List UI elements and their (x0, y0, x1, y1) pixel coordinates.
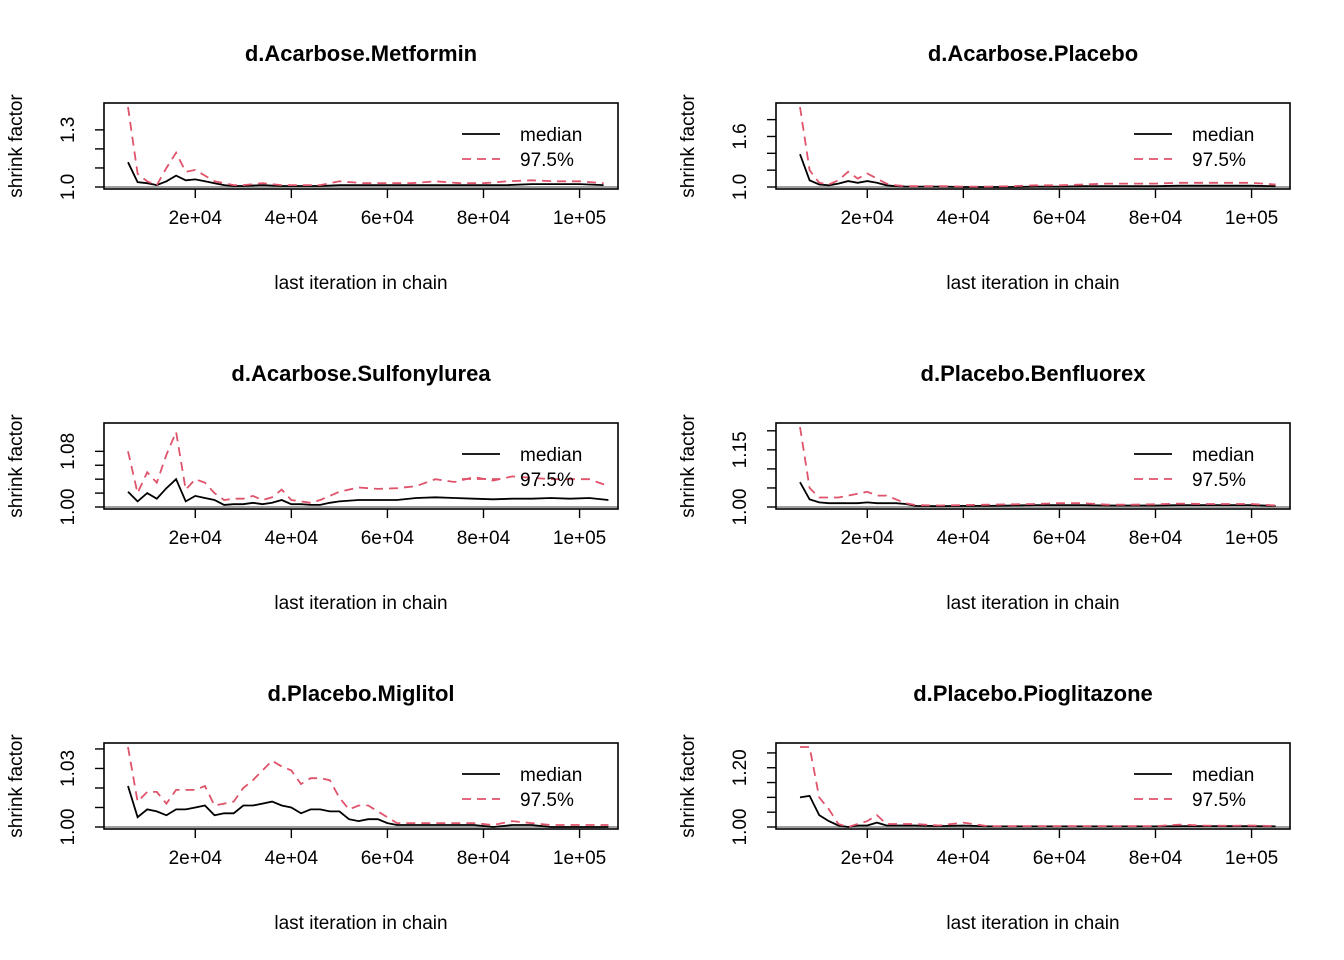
y-axis-label: shrink factor (6, 734, 27, 838)
panel-title: d.Acarbose.Placebo (928, 41, 1138, 66)
x-tick-label: 1e+05 (553, 208, 606, 229)
y-tick-label: 1.20 (730, 749, 751, 786)
x-axis-label: last iteration in chain (274, 913, 447, 934)
q975-line (127, 428, 609, 504)
x-tick-label: 1e+05 (1225, 208, 1278, 229)
x-tick-label: 4e+04 (265, 528, 319, 549)
x-axis-label: last iteration in chain (946, 273, 1119, 294)
y-tick-label: 1.00 (58, 809, 79, 846)
y-tick-label: 1.0 (58, 174, 79, 200)
x-tick-label: 4e+04 (265, 848, 319, 869)
x-tick-label: 6e+04 (361, 848, 415, 869)
panel-6: d.Placebo.Pioglitazone last iteration in … (678, 681, 1291, 934)
y-axis-label: shrink factor (678, 94, 699, 198)
legend-q975-label: 97.5% (1192, 470, 1246, 491)
legend-q975-label: 97.5% (1192, 150, 1246, 171)
legend-q975-label: 97.5% (520, 790, 574, 811)
y-tick-label: 1.6 (730, 123, 751, 149)
q975-line (127, 106, 604, 187)
x-tick-label: 1e+05 (553, 528, 606, 549)
x-tick-label: 6e+04 (1033, 528, 1087, 549)
x-tick-label: 8e+04 (1129, 528, 1183, 549)
x-tick-label: 1e+05 (553, 848, 606, 869)
plot-frame (103, 742, 619, 830)
panel-title: d.Placebo.Benfluorex (921, 361, 1147, 386)
y-axis-label: shrink factor (6, 94, 27, 198)
q975-line (127, 746, 609, 826)
legend-median-label: median (1192, 765, 1254, 786)
x-tick-label: 8e+04 (1129, 208, 1183, 229)
y-tick-label: 1.3 (58, 117, 79, 143)
legend-median-label: median (1192, 445, 1254, 466)
legend-median-label: median (1192, 125, 1254, 146)
x-axis-label: last iteration in chain (274, 593, 447, 614)
legend-median-label: median (520, 125, 582, 146)
x-tick-label: 4e+04 (937, 208, 991, 229)
x-tick-label: 4e+04 (937, 528, 991, 549)
panel-title: d.Placebo.Miglitol (267, 681, 454, 706)
legend-q975-label: 97.5% (1192, 790, 1246, 811)
q975-line (800, 746, 1276, 828)
panel-2: d.Acarbose.Placebo last iteration in chai… (678, 41, 1291, 294)
panel-4: d.Placebo.Benfluorex last iteration in ch… (678, 361, 1291, 614)
x-tick-label: 6e+04 (1033, 848, 1087, 869)
median-line (127, 477, 609, 506)
x-tick-label: 8e+04 (457, 848, 511, 869)
plot-frame (775, 422, 1291, 510)
x-axis-label: last iteration in chain (274, 273, 447, 294)
x-tick-label: 4e+04 (937, 848, 991, 869)
y-tick-label: 1.15 (730, 431, 751, 468)
x-tick-label: 2e+04 (169, 528, 223, 549)
median-line (799, 153, 1276, 188)
x-tick-label: 2e+04 (841, 848, 895, 869)
x-tick-label: 2e+04 (841, 528, 895, 549)
panel-1: d.Acarbose.Metformin last iteration in ch… (6, 41, 619, 294)
panel-title: d.Acarbose.Sulfonylurea (231, 361, 491, 386)
x-tick-label: 8e+04 (1129, 848, 1183, 869)
legend-q975-label: 97.5% (520, 150, 574, 171)
median-line (799, 794, 1276, 828)
legend-median-label: median (520, 765, 582, 786)
plot-frame (103, 102, 619, 190)
legend-q975-label: 97.5% (520, 470, 574, 491)
panel-title: d.Acarbose.Metformin (245, 41, 477, 66)
y-tick-label: 1.08 (58, 433, 79, 470)
plot-frame (103, 422, 619, 510)
y-tick-label: 1.00 (730, 809, 751, 846)
panel-5: d.Placebo.Miglitol last iteration in chai… (6, 681, 619, 934)
x-tick-label: 2e+04 (841, 208, 895, 229)
y-tick-label: 1.00 (58, 489, 79, 526)
x-tick-label: 4e+04 (265, 208, 319, 229)
y-tick-label: 1.0 (730, 174, 751, 200)
legend-median-label: median (520, 445, 582, 466)
y-axis-label: shrink factor (6, 414, 27, 518)
panel-3: d.Acarbose.Sulfonylurea last iteration in… (6, 361, 619, 614)
plot-frame (775, 102, 1291, 190)
median-line (127, 785, 609, 828)
x-tick-label: 2e+04 (169, 208, 223, 229)
y-tick-label: 1.03 (58, 750, 79, 787)
plot-frame (775, 742, 1291, 830)
x-tick-label: 6e+04 (361, 528, 415, 549)
q975-line (799, 106, 1276, 188)
x-tick-label: 8e+04 (457, 528, 511, 549)
y-axis-label: shrink factor (678, 734, 699, 838)
x-axis-label: last iteration in chain (946, 913, 1119, 934)
y-axis-label: shrink factor (678, 414, 699, 518)
panel-title: d.Placebo.Pioglitazone (913, 681, 1153, 706)
x-axis-label: last iteration in chain (946, 593, 1119, 614)
x-tick-label: 6e+04 (361, 208, 415, 229)
y-tick-label: 1.00 (730, 489, 751, 526)
x-tick-label: 6e+04 (1033, 208, 1087, 229)
x-tick-label: 1e+05 (1225, 528, 1278, 549)
x-tick-label: 1e+05 (1225, 848, 1278, 869)
x-tick-label: 2e+04 (169, 848, 223, 869)
x-tick-label: 8e+04 (457, 208, 511, 229)
q975-line (799, 426, 1276, 507)
